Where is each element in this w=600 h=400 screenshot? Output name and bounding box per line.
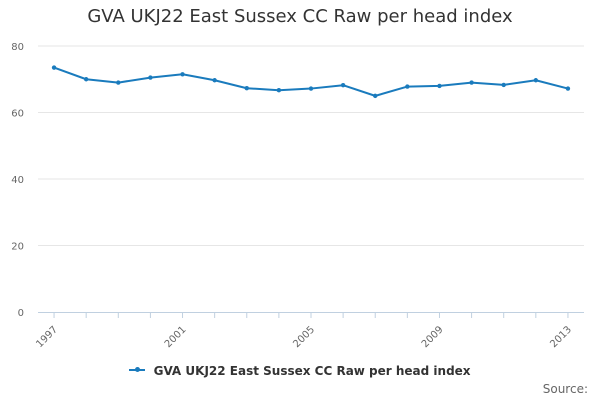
x-tick-label: 2009 xyxy=(420,324,446,350)
y-tick-label: 60 xyxy=(11,109,24,120)
x-tick-label: 1997 xyxy=(34,324,60,350)
legend-swatch-icon xyxy=(129,366,146,372)
data-point xyxy=(51,65,57,70)
legend-label: GVA UKJ22 East Sussex CC Raw per head in… xyxy=(153,364,471,378)
gridlines xyxy=(38,45,584,246)
data-point xyxy=(373,93,378,99)
data-point xyxy=(565,86,571,91)
legend[interactable]: GVA UKJ22 East Sussex CC Raw per head in… xyxy=(0,364,600,378)
axes xyxy=(38,312,584,318)
x-axis-ticks: 1997 2001 2005 2009 2013 xyxy=(34,324,574,350)
data-point xyxy=(340,83,346,88)
data-point xyxy=(212,78,217,83)
y-tick-label: 40 xyxy=(11,175,24,186)
data-point xyxy=(308,86,314,91)
data-point xyxy=(533,78,539,83)
data-point xyxy=(501,82,506,88)
data-point xyxy=(244,86,249,91)
y-tick-label: 80 xyxy=(11,42,24,53)
x-tick-label: 2013 xyxy=(548,324,574,350)
series-group xyxy=(51,65,571,99)
data-point xyxy=(405,84,410,89)
y-tick-label: 0 xyxy=(18,308,24,319)
data-point xyxy=(148,75,153,80)
data-point xyxy=(276,88,282,93)
data-point xyxy=(437,83,442,89)
y-tick-label: 20 xyxy=(11,242,24,253)
chart-title: GVA UKJ22 East Sussex CC Raw per head in… xyxy=(87,6,513,27)
y-axis-ticks: 0 20 40 60 80 xyxy=(11,42,24,319)
x-tick-label: 2005 xyxy=(291,324,317,350)
data-point xyxy=(116,80,121,85)
series-line xyxy=(53,66,569,97)
x-tick-label: 2001 xyxy=(163,324,189,350)
source-label: Source: xyxy=(542,382,588,396)
chart-plot: 0 20 40 60 80 1997 2001 2005 2009 2013 xyxy=(11,42,584,350)
data-point xyxy=(83,77,89,82)
data-point xyxy=(180,72,185,77)
data-point xyxy=(469,80,474,85)
